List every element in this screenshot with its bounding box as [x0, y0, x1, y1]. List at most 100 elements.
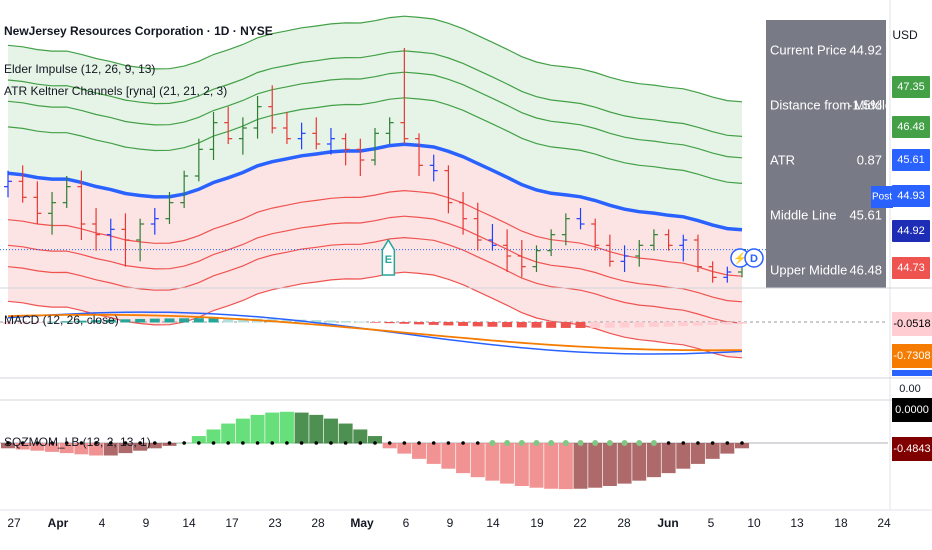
macd-hist-24 [355, 321, 366, 323]
sqz-dot-38 [562, 440, 569, 446]
sqz-bar-23 [338, 423, 353, 444]
macd-label-bg-2 [892, 370, 932, 376]
sqz-dot-9 [138, 441, 142, 445]
sqz-bar-22 [323, 418, 338, 444]
chart-title: NewJersey Resources Corporation · 1D · N… [4, 24, 273, 38]
sqz-title[interactable]: SQZMOM_LB (13, 2, 13, 1) [4, 435, 151, 449]
info-row-value-0: 44.92 [849, 42, 882, 57]
macd-title[interactable]: MACD (12, 26, close) [4, 313, 119, 327]
macd-hist-44 [648, 322, 659, 327]
price-label-bg-1 [892, 116, 930, 138]
sqz-dot-24 [358, 441, 363, 445]
price-label-bg-4 [892, 220, 930, 242]
sqz-bar-1 [15, 443, 30, 450]
sqz-dot-25 [373, 441, 377, 445]
sqz-dot-45 [666, 441, 671, 445]
sqz-dot-39 [577, 440, 584, 446]
macd-hist-34 [502, 322, 513, 328]
sqz-dot-11 [167, 441, 172, 445]
price-label-3: 44.93 [897, 190, 925, 202]
info-row-label-3: Middle Line [770, 207, 837, 222]
sqz-bar-36 [529, 443, 544, 488]
macd-hist-29 [428, 322, 439, 325]
sqz-bar-25 [368, 436, 382, 444]
post-label-bg [871, 186, 893, 208]
time-label-13: 22 [573, 516, 587, 530]
macd-hist-48 [707, 322, 718, 326]
sqz-bar-19 [279, 411, 294, 444]
sqz-dot-20 [299, 441, 304, 445]
sqz-bar-32 [470, 443, 485, 478]
sqz-bar-18 [265, 412, 280, 444]
macd-hist-4 [61, 321, 72, 323]
macd-hist-32 [472, 322, 483, 327]
time-label-16: 5 [708, 516, 715, 530]
sqz-dot-16 [241, 441, 245, 445]
sqz-dot-34 [504, 440, 511, 446]
upper-band-1 [7, 71, 743, 159]
indicator-legend-0[interactable]: Elder Impulse (12, 26, 9, 13) [4, 62, 155, 76]
time-label-0: 27 [7, 516, 21, 530]
macd-signal-line [7, 313, 743, 352]
sqz-bar-40 [588, 443, 603, 488]
price-label-0: 47.35 [897, 81, 925, 93]
upper-band-0 [7, 50, 743, 137]
time-label-17: 10 [747, 516, 761, 530]
macd-hist-7 [105, 319, 116, 323]
sqz-dot-26 [387, 441, 392, 445]
macd-hist-19 [281, 319, 292, 323]
sqz-bar-8 [118, 443, 133, 454]
sqz-dot-50 [740, 441, 744, 445]
post-label: Post [872, 192, 892, 203]
sqz-bar-24 [353, 429, 368, 444]
indicator-legend-1[interactable]: ATR Keltner Channels [ryna] (21, 21, 2, … [4, 84, 227, 98]
macd-hist-47 [692, 322, 703, 326]
info-row-value-3: 45.61 [849, 207, 882, 222]
currency-label[interactable]: USD [892, 28, 918, 42]
sqz-bar-10 [147, 443, 162, 449]
macd-hist-38 [560, 322, 571, 328]
sqz-dot-18 [270, 441, 275, 445]
sqz-bar-5 [74, 443, 89, 455]
dividend-marker-icon[interactable] [744, 248, 764, 268]
sqz-dot-44 [650, 440, 657, 446]
sqz-dot-37 [548, 440, 555, 446]
sqz-bar-48 [705, 443, 720, 459]
sqz-dot-6 [94, 441, 98, 445]
earnings-marker[interactable] [381, 238, 396, 276]
sqz-dot-3 [50, 441, 54, 445]
sqz-bar-28 [412, 443, 427, 459]
sqz-bar-50 [735, 443, 749, 449]
info-row-label-0: Current Price [770, 42, 847, 57]
info-row-label-1: Distance from Middle [770, 97, 892, 112]
sqz-bar-26 [382, 443, 397, 449]
sqz-dot-4 [64, 441, 69, 445]
macd-hist-21 [311, 320, 322, 323]
macd-hist-41 [604, 322, 615, 328]
sqz-dot-47 [696, 441, 700, 445]
sqz-bar-30 [441, 443, 456, 469]
sqz-bar-37 [544, 443, 559, 489]
macd-hist-42 [619, 322, 630, 328]
sqz-dot-28 [417, 441, 421, 445]
sqz-bar-0 [1, 443, 15, 449]
time-label-5: 17 [225, 516, 239, 530]
sqz-dot-10 [153, 441, 157, 445]
sqz-dot-19 [285, 441, 289, 445]
time-label-6: 23 [268, 516, 282, 530]
macd-hist-16 [237, 318, 248, 323]
macd-hist-28 [414, 322, 425, 325]
time-label-14: 28 [617, 516, 631, 530]
sqz-dot-35 [518, 440, 525, 446]
sqz-bar-39 [573, 443, 588, 489]
macd-hist-14 [208, 318, 219, 323]
sqz-dot-31 [461, 441, 465, 445]
info-row-value-1: -1.5% [848, 97, 882, 112]
sqz-bar-34 [500, 443, 515, 484]
sqz-dot-12 [182, 441, 186, 445]
sqz-dot-7 [108, 441, 113, 445]
time-label-9: 6 [403, 516, 410, 530]
macd-hist-2 [32, 322, 43, 323]
